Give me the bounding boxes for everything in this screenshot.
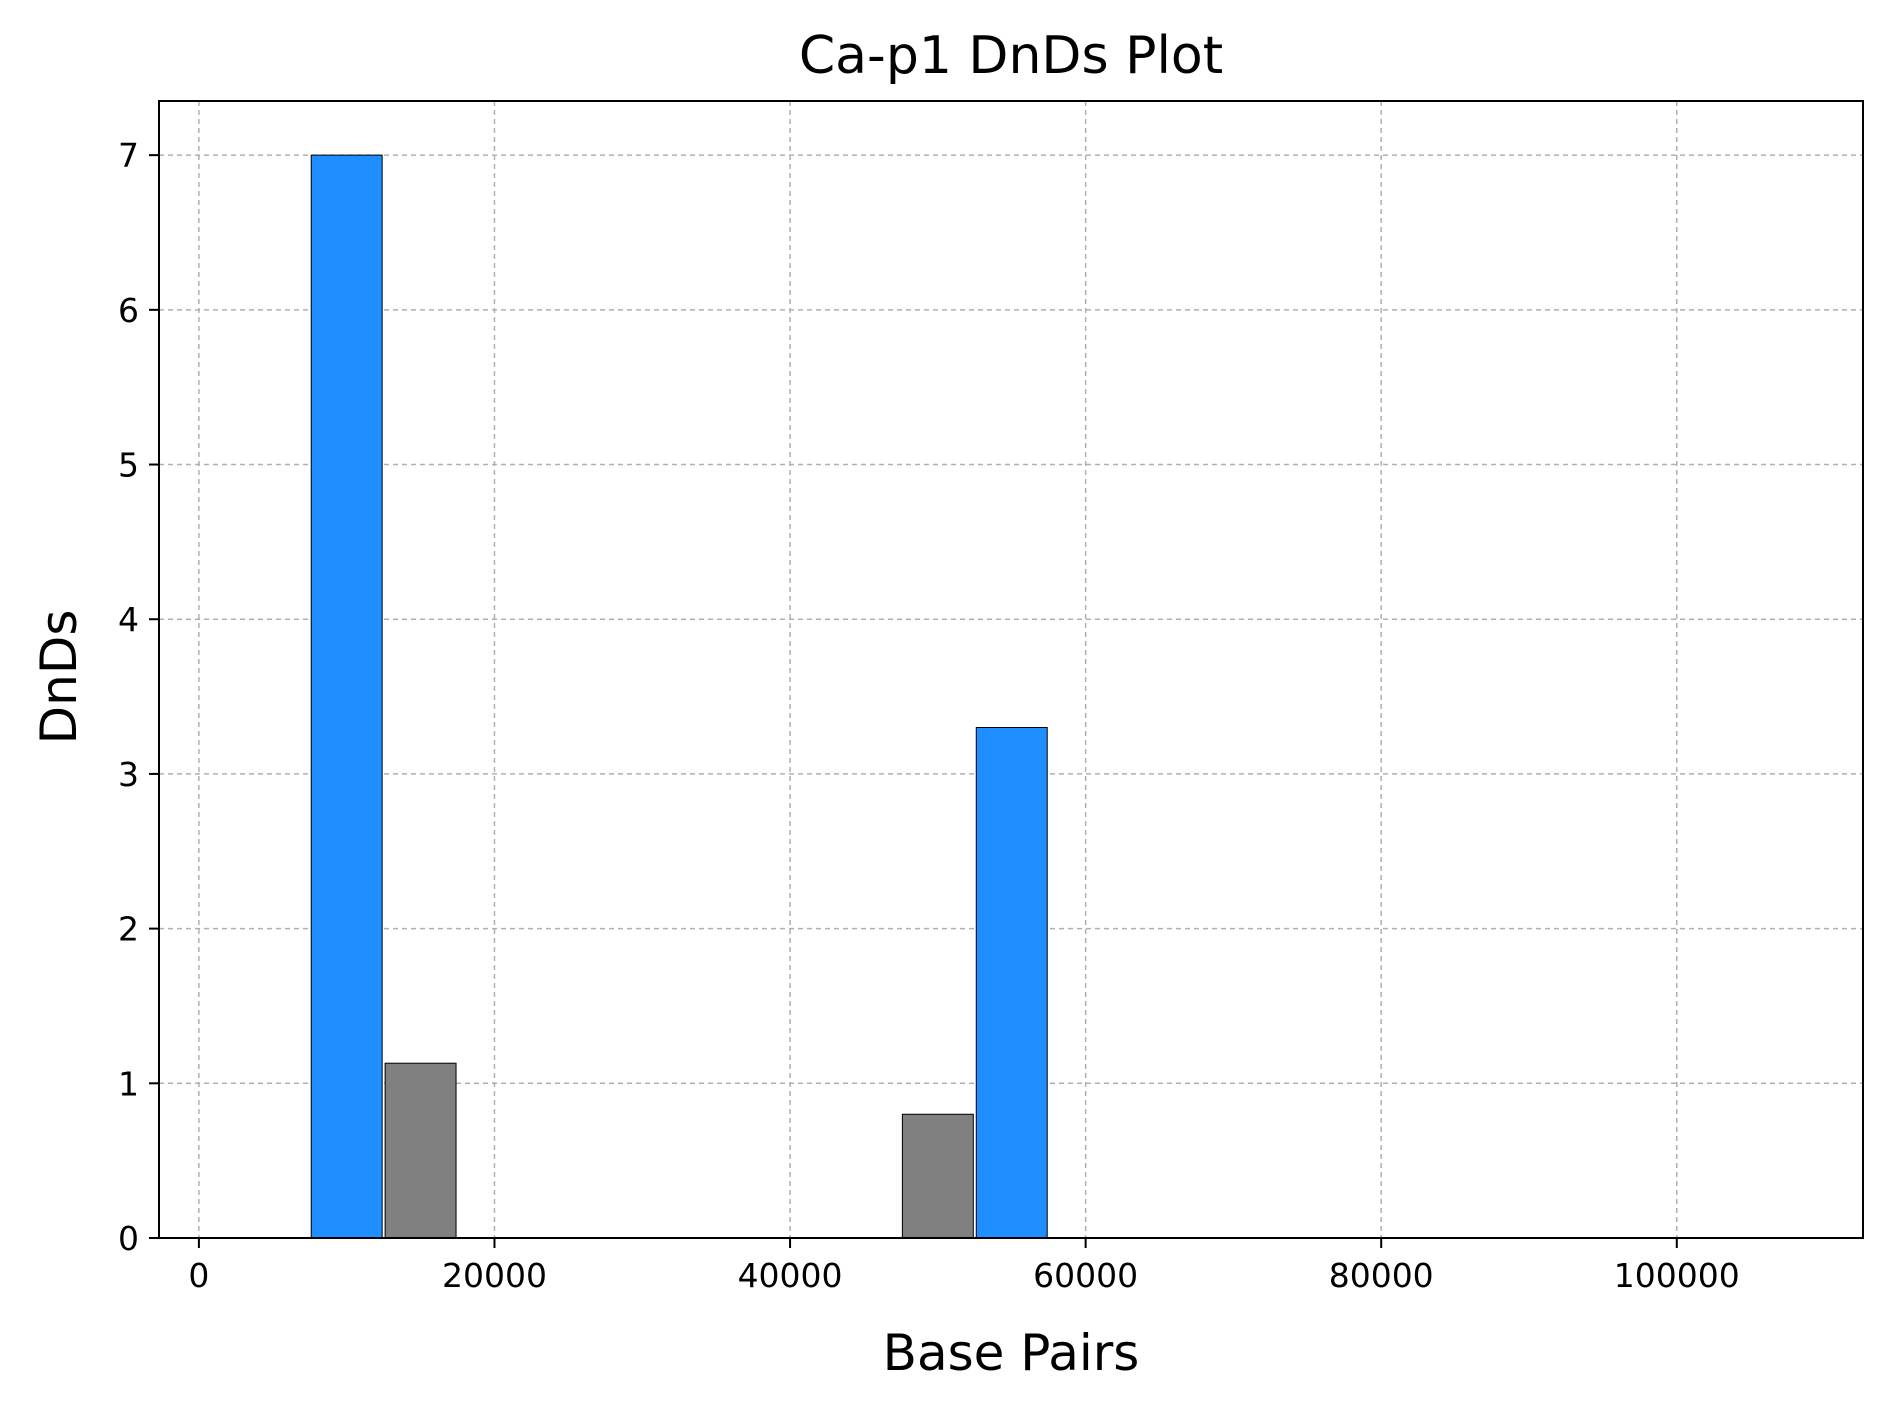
x-axis-label: Base Pairs <box>883 1324 1140 1382</box>
x-tick-label: 80000 <box>1329 1256 1434 1295</box>
x-tick-label: 20000 <box>442 1256 547 1295</box>
y-axis-ticks: 0 1 2 3 4 5 6 7 <box>118 136 159 1258</box>
bar-1 <box>310 154 383 1239</box>
y-tick-label: 6 <box>118 291 139 330</box>
x-tick-label: 0 <box>188 1256 209 1295</box>
y-tick-label: 3 <box>118 755 139 794</box>
x-tick-label: 40000 <box>738 1256 843 1295</box>
bar-3 <box>901 1113 974 1239</box>
plot-frame <box>158 100 1864 1239</box>
y-tick-label: 0 <box>118 1219 139 1258</box>
y-tick-label: 1 <box>118 1064 139 1103</box>
x-axis-ticks: 0 20000 40000 60000 80000 100000 <box>188 1238 1740 1295</box>
bar-4 <box>975 727 1048 1239</box>
y-tick-label: 4 <box>118 600 139 639</box>
x-tick-label: 100000 <box>1614 1256 1740 1295</box>
bar-2 <box>384 1062 457 1239</box>
y-axis-label: DnDs <box>30 610 88 745</box>
y-tick-label: 7 <box>118 136 139 175</box>
chart-title: Ca-p1 DnDs Plot <box>799 26 1223 86</box>
y-tick-label: 5 <box>118 446 139 485</box>
bar-series <box>310 154 1048 1239</box>
y-tick-label: 2 <box>118 910 139 949</box>
x-tick-label: 60000 <box>1033 1256 1138 1295</box>
